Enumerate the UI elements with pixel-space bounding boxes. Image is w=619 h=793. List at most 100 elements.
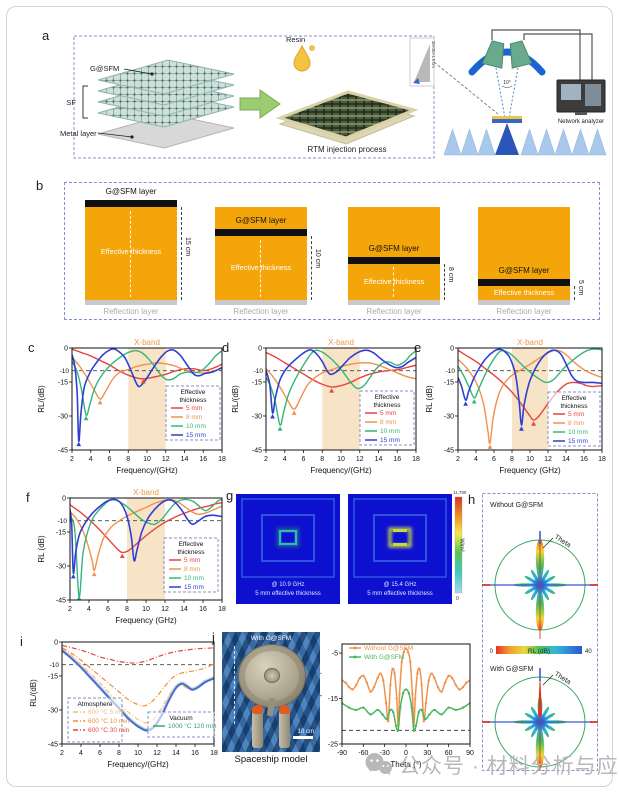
gsfm-top-layer <box>97 59 235 95</box>
x-tick-label: 4 <box>283 456 287 463</box>
nacelle-cap <box>252 705 263 714</box>
angle-label: 10° <box>503 80 511 86</box>
effective-thickness-label: Effective thickness <box>230 263 292 272</box>
spaceship-hub <box>264 668 280 683</box>
series-dot <box>355 683 358 687</box>
dark-absorber-pyramid <box>495 123 519 155</box>
series-dot <box>417 710 420 714</box>
series-dot <box>412 729 416 732</box>
x-tick-label: 18 <box>218 456 226 463</box>
gsfm-dot <box>150 72 154 76</box>
y-tick-label: 0 <box>64 346 68 353</box>
x-tick-label: 6 <box>108 456 112 463</box>
reflection-strip <box>85 300 177 305</box>
heatmap-caption-line2: 5 mm effective thickness <box>367 591 433 597</box>
spaceship-nacelle-right <box>279 705 290 748</box>
y-tick-label: -15 <box>444 380 454 387</box>
x-tick-label: 10 <box>143 456 151 463</box>
x-axis-label: Frequency (GHz) <box>499 466 561 475</box>
absorber-pyramid <box>554 128 573 156</box>
x-tick-label: 60 <box>445 750 453 757</box>
thickness-unit-8cm: G@SFM layer Effective thickness 8 cm Ref… <box>348 187 470 317</box>
chart-e-svg: X-band -10 2 4 6 8 10 12 14 16 18 0 -15 -30 -45 Frequen… <box>425 338 606 475</box>
sample-dimension-label: 30×30×1.5 cm <box>431 41 436 68</box>
series-dot <box>402 650 406 654</box>
colorbar-unit-label: W/m² <box>459 538 465 551</box>
chart-i-svg: -10 2 4 6 8 10 12 14 16 18 0 -15 -30 -45 Frequency/(GH… <box>29 640 218 770</box>
series-dot <box>430 672 433 675</box>
y-tick-label: -5 <box>332 651 338 658</box>
heatmap-field <box>348 494 452 604</box>
legend-title: thickness <box>373 402 401 409</box>
series-600C-5min <box>62 648 214 724</box>
series-dot <box>447 674 450 678</box>
x-tick-label: 8 <box>320 456 324 463</box>
series-dot <box>347 685 351 689</box>
network-analyzer-label: Network analyzer <box>558 119 604 125</box>
colorbar-gradient <box>454 496 463 594</box>
reflection-layer-caption: Reflection layer <box>366 307 422 316</box>
x-tick-label: 12 <box>356 456 364 463</box>
legend-title: Effective <box>181 389 206 396</box>
x-tick-label: 2 <box>70 456 74 463</box>
x-tick-label: 16 <box>393 456 401 463</box>
series-15mm <box>70 498 222 575</box>
analyzer-stand <box>575 112 587 115</box>
series-dot <box>436 685 440 689</box>
theta-label: Theta <box>553 671 572 686</box>
series-dot <box>347 706 351 709</box>
min-marker <box>277 426 283 431</box>
x-tick-label: 12 <box>153 750 161 757</box>
series-dot <box>398 692 401 696</box>
thickness-arrow <box>260 240 261 297</box>
series-dot <box>395 697 398 700</box>
legend-entry-label: 15 mm <box>568 438 588 445</box>
panel-label-c: c <box>28 340 35 355</box>
series-dot <box>411 692 414 696</box>
x-tick-label: -90 <box>337 750 347 757</box>
series-dot <box>396 729 400 732</box>
gsfm-layer-bar <box>215 229 307 236</box>
chart-f: X-band -10 2 4 6 8 10 12 14 16 18 0 -15 -30 -45 Frequen… <box>36 486 228 626</box>
legend-title: thickness <box>560 403 588 410</box>
x-tick-label: 12 <box>161 606 169 613</box>
y-tick-label: -30 <box>48 708 58 715</box>
y-axis-label: RL/(dB) <box>37 385 46 413</box>
legend-title: Effective <box>179 541 204 548</box>
legend-entry-label: 8 mm <box>380 419 396 426</box>
x-tick-label: 12 <box>162 456 170 463</box>
colorbar-max: 40 <box>585 649 592 655</box>
x-tick-label: 16 <box>580 456 588 463</box>
metal-dot <box>130 135 134 139</box>
legend-entry-label: 5 mm <box>186 405 202 412</box>
min-marker <box>291 410 297 415</box>
chart-title: X-band <box>517 338 543 347</box>
reflection-layer-caption: Reflection layer <box>233 307 289 316</box>
y-tick-label: -15 <box>56 530 66 537</box>
y-tick-label: -30 <box>252 414 262 421</box>
heatmap-field <box>236 494 340 604</box>
cable-left <box>491 29 581 80</box>
heatmap-caption-line1: @ 15.4 GHz <box>383 582 416 588</box>
min-marker <box>270 414 275 419</box>
sf-label: SF <box>66 98 76 107</box>
x-tick-label: 30 <box>423 750 431 757</box>
thickness-arrow <box>393 267 394 297</box>
min-marker <box>119 553 125 559</box>
effective-thickness-label: Effective thickness <box>493 288 555 297</box>
x-tick-label: 2 <box>68 606 72 613</box>
y-axis-label: RL (dB) <box>425 385 434 413</box>
x-tick-label: 10 <box>142 606 150 613</box>
series-dot <box>376 676 379 680</box>
y-tick-label: -45 <box>56 598 66 605</box>
chart-e: X-band -10 2 4 6 8 10 12 14 16 18 0 -15 -30 -45 Frequen… <box>424 336 608 476</box>
series-dot <box>422 720 425 723</box>
x-tick-label: 18 <box>412 456 420 463</box>
series-10mm <box>458 348 602 399</box>
absorber-block <box>85 207 177 300</box>
x-tick-label: 16 <box>199 456 207 463</box>
series-dot <box>387 720 390 723</box>
metal-layer-label: Metal layer <box>60 129 97 138</box>
dimension-label: 15 cm <box>184 237 191 257</box>
